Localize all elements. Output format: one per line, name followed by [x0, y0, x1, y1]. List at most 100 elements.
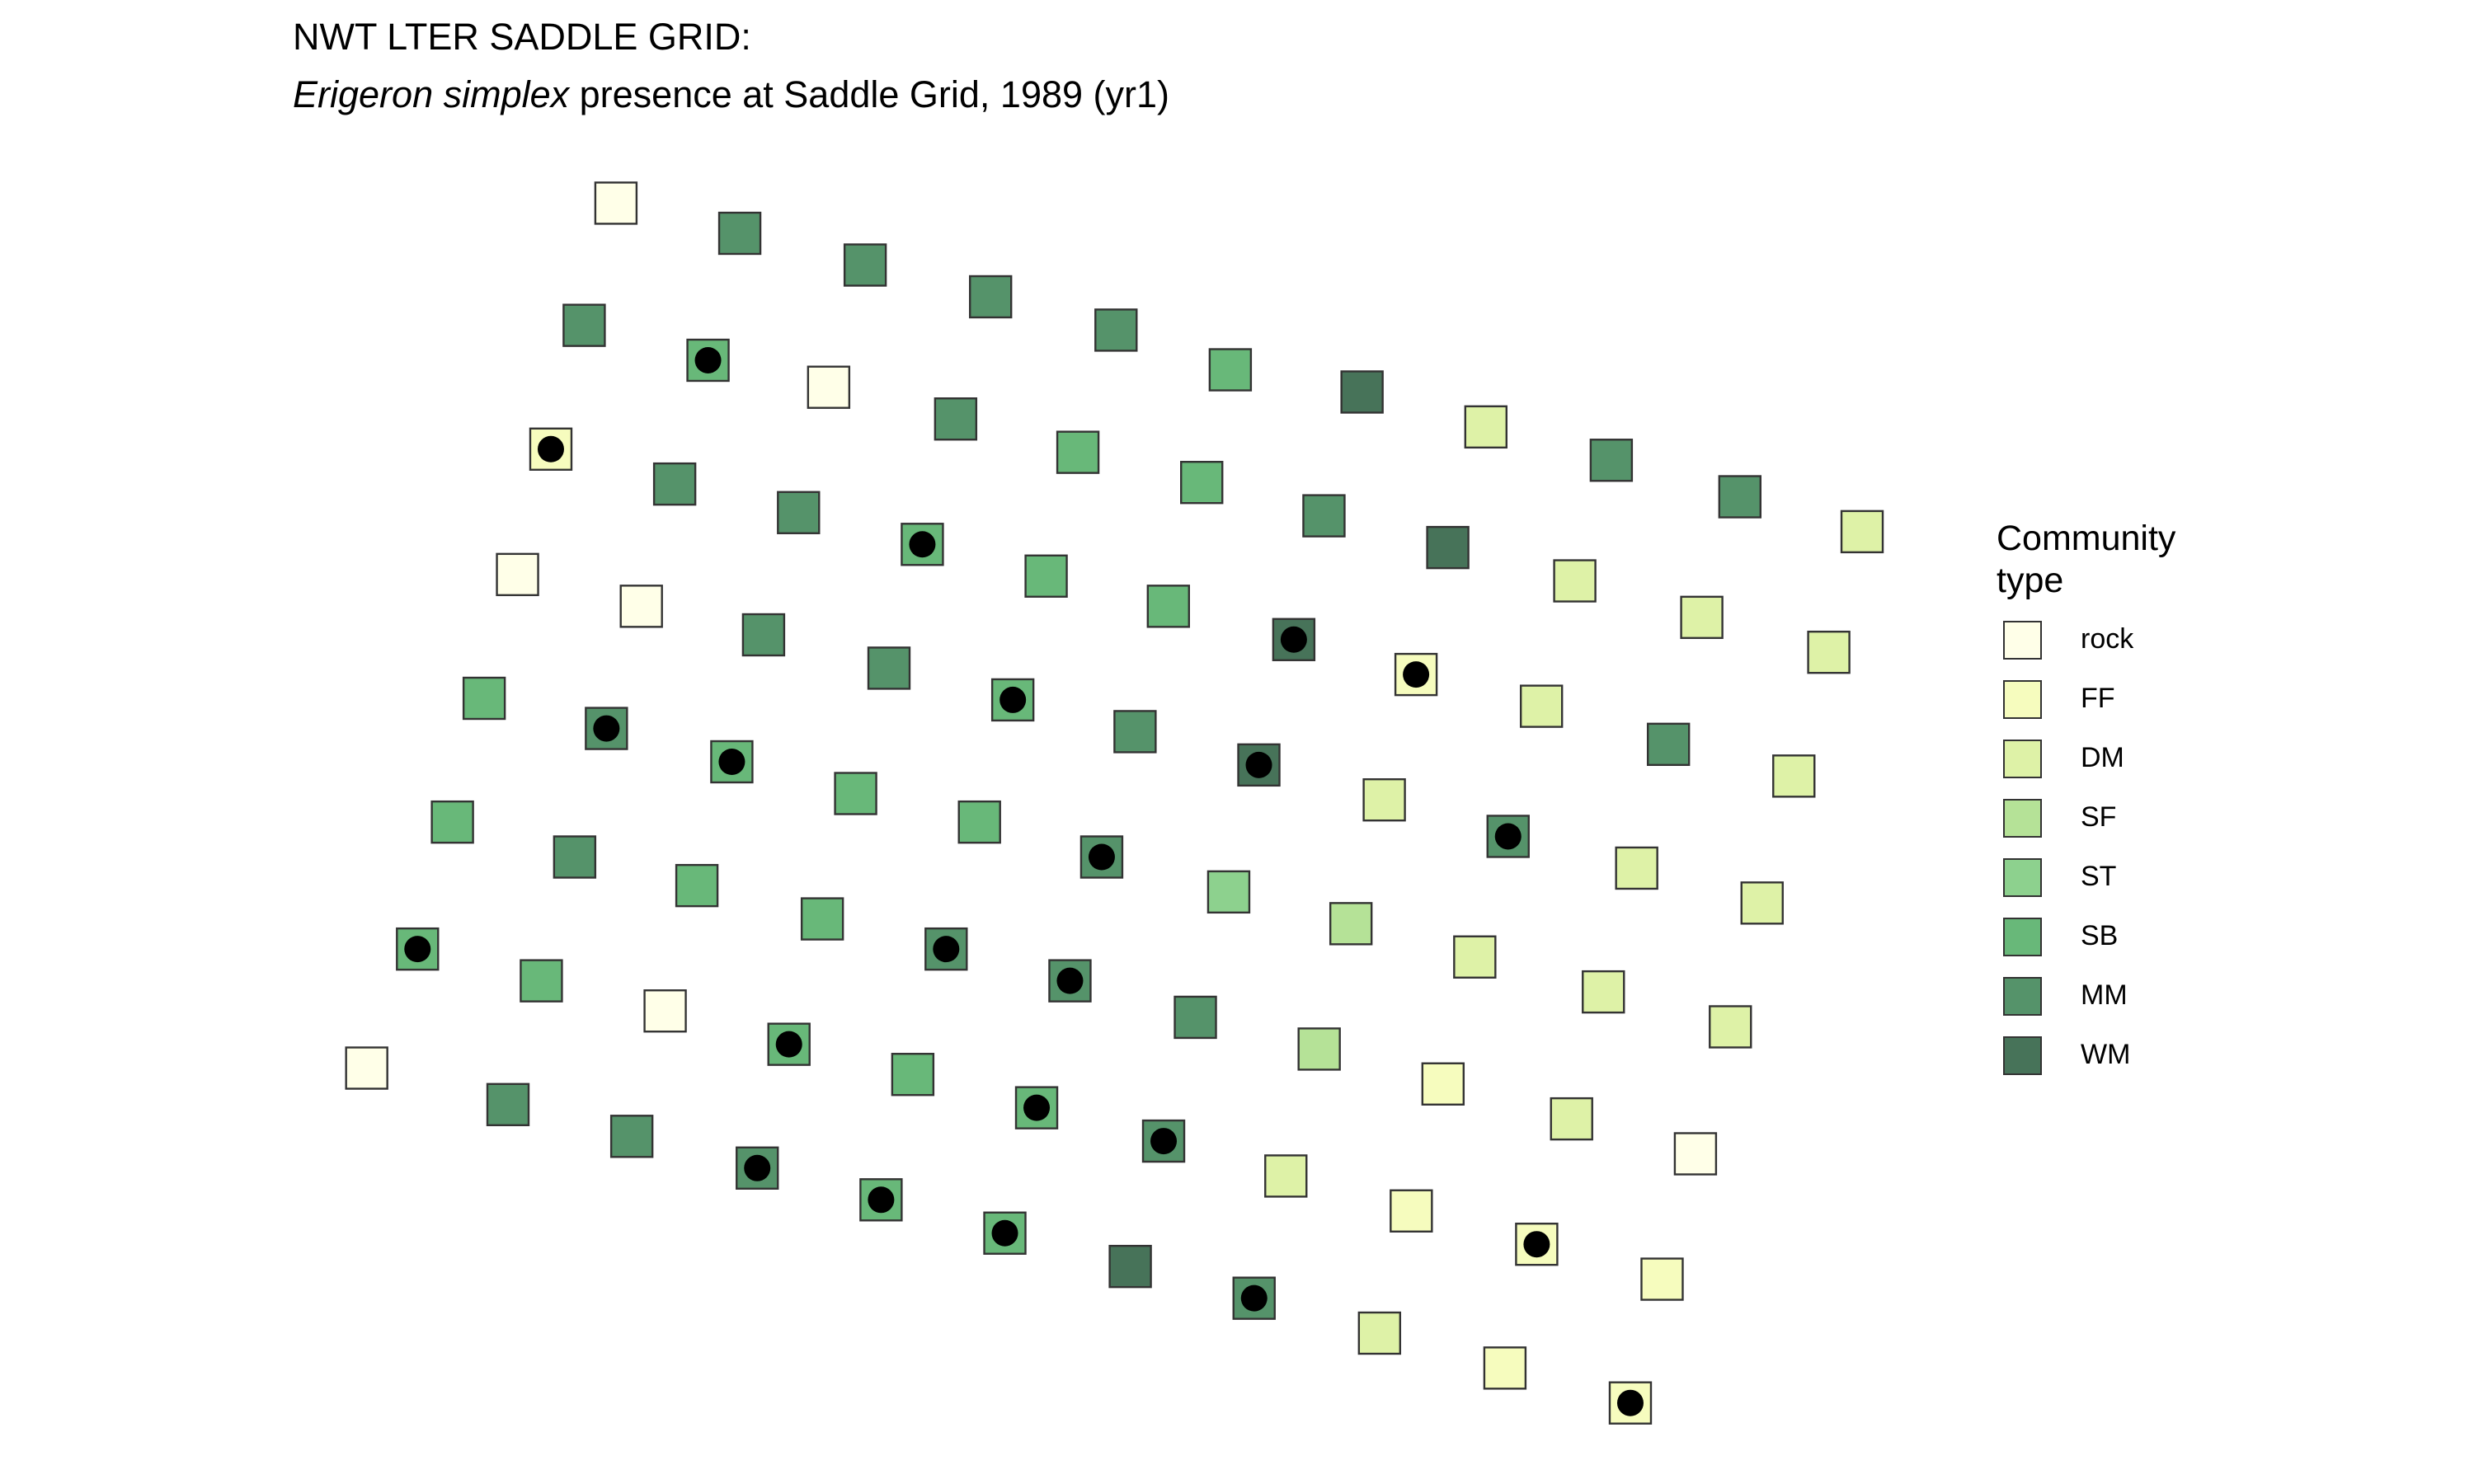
plot-square	[1772, 754, 1816, 798]
plot-square	[807, 365, 851, 409]
plot-square	[1426, 525, 1470, 570]
plot-square	[736, 1146, 779, 1190]
grid-plot-mm	[1302, 494, 1346, 538]
plot-square	[1340, 370, 1384, 414]
plot-square	[1640, 1257, 1684, 1301]
grid-plot-ff	[1483, 1346, 1527, 1390]
plot-square	[562, 303, 606, 347]
grid-plot-mm	[934, 397, 978, 441]
grid-plot-sb	[983, 1211, 1027, 1255]
presence-dot	[718, 749, 745, 775]
subtitle-rest: presence at Saddle Grid, 1989 (yr1)	[569, 73, 1170, 115]
legend-swatch	[2003, 621, 2042, 660]
grid-plot-sb	[800, 897, 844, 941]
plot-square	[1048, 959, 1092, 1003]
grid-plot-rock	[807, 365, 851, 409]
grid-plot-mm	[843, 243, 887, 287]
plot-square	[1094, 308, 1138, 352]
plot-square	[520, 959, 563, 1003]
plot-square	[1453, 935, 1497, 979]
plot-square	[1709, 1005, 1752, 1049]
plot-square	[1329, 902, 1373, 946]
plot-square	[1807, 630, 1851, 674]
plot-square	[1718, 475, 1762, 519]
grid-plot-sb	[1146, 585, 1191, 628]
grid-plot-dm	[1840, 510, 1884, 554]
plot-square	[1589, 439, 1634, 482]
grid-plot-mm	[652, 462, 697, 506]
plot-square	[1141, 1119, 1186, 1163]
plot-square	[609, 1115, 654, 1158]
grid-plot-mm	[562, 303, 606, 347]
grid-plot-sb	[1208, 348, 1253, 392]
grid-plot-dm	[1464, 405, 1508, 449]
presence-dot	[1494, 823, 1522, 850]
grid-plot-mm	[777, 491, 821, 534]
grid-plot-sb	[891, 1053, 935, 1097]
plot-square	[834, 772, 877, 815]
grid-plot-wm	[1272, 618, 1316, 661]
presence-dot	[1023, 1094, 1051, 1121]
grid-plot-sb	[710, 740, 754, 784]
plot-square	[1673, 1132, 1718, 1176]
legend-label: SB	[2081, 920, 2119, 951]
grid-plot-mm	[553, 835, 597, 879]
grid-plot-mm	[1048, 959, 1092, 1003]
grid-plot-ff	[1394, 652, 1438, 697]
presence-dot	[933, 936, 960, 963]
plot-square	[462, 676, 506, 721]
plot-square	[867, 646, 911, 690]
grid-plot-mm	[1174, 995, 1217, 1040]
grid-plot-mm	[741, 613, 786, 657]
grid-plot-sb	[686, 338, 730, 383]
plot-square	[934, 397, 978, 441]
grid-plot-dm	[1264, 1154, 1308, 1198]
plot-square	[643, 989, 687, 1033]
grid-plot-ff	[1515, 1222, 1559, 1266]
presence-dot	[775, 1031, 802, 1058]
chart-subtitle: Erigeron simplex presence at Saddle Grid…	[293, 76, 1169, 113]
grid-plot-dm	[1553, 559, 1597, 603]
presence-dot	[744, 1154, 771, 1181]
legend-label: DM	[2081, 742, 2124, 773]
presence-dot	[537, 435, 564, 463]
grid-plot-sb	[462, 676, 506, 721]
grid-plot-dm	[1550, 1097, 1593, 1141]
grid-plot-st	[1206, 870, 1251, 914]
legend-swatch	[2003, 858, 2042, 897]
plot-square	[1113, 710, 1157, 754]
grid-plot-dm	[1709, 1005, 1752, 1049]
plot-square	[594, 181, 638, 225]
grid-plot-rock	[1673, 1132, 1718, 1176]
grid-plot-dm	[1357, 1311, 1402, 1355]
plot-square	[1553, 559, 1597, 603]
plot-square	[741, 613, 786, 657]
plot-square	[1740, 881, 1784, 925]
plot-square	[1615, 846, 1658, 890]
plot-square	[1208, 348, 1253, 392]
legend-swatch	[2003, 799, 2042, 838]
grid-plot-sb	[675, 863, 719, 908]
grid-plot-rock	[594, 181, 638, 225]
grid-plot-dm	[1807, 630, 1851, 674]
grid-plot-sb	[859, 1178, 903, 1222]
grid-plot-mm	[968, 275, 1013, 319]
legend-label: FF	[2081, 683, 2115, 714]
grid-plot-mm	[1094, 308, 1138, 352]
presence-dot	[1150, 1128, 1178, 1155]
grid-plot-ff	[1390, 1189, 1433, 1233]
grid-plot-rock	[345, 1046, 388, 1090]
presence-dot	[1056, 967, 1084, 994]
subtitle-species: Erigeron simplex	[293, 73, 570, 115]
grid-plot-dm	[1582, 970, 1625, 1014]
plot-square	[1390, 1189, 1433, 1233]
presence-dot	[1403, 661, 1430, 688]
legend-item-st: ST	[2003, 854, 2251, 913]
plot-square	[983, 1211, 1027, 1255]
legend-item-sf: SF	[2003, 795, 2251, 854]
presence-dot	[999, 686, 1027, 713]
presence-dot	[694, 346, 722, 373]
grid-plot-dm	[1453, 935, 1497, 979]
legend-title: Community type	[1997, 519, 2176, 600]
